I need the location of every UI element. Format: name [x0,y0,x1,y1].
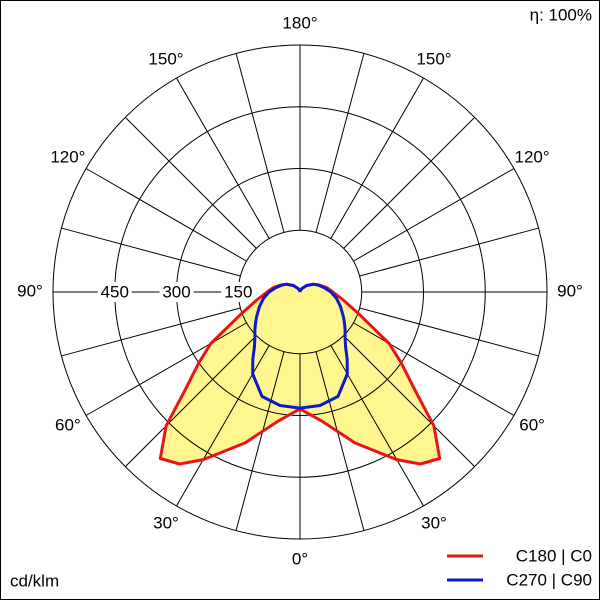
radial-line [359,307,539,357]
angle-label: 90° [17,281,43,300]
radial-line [235,53,285,233]
angle-label: 90° [557,281,583,300]
angle-label: 30° [153,514,179,533]
angle-label: 120° [515,147,550,166]
area-fill [160,284,300,464]
intensity-curve [251,282,302,410]
legend-label: C270 | C90 [506,570,592,589]
area-fill [300,284,440,464]
radial-line [176,77,270,239]
radial-line [315,351,365,531]
r-tick-label: 150 [224,282,252,301]
radial-line [359,227,539,277]
unit-label: cd/klm [10,571,59,590]
r-tick-label: 300 [162,282,190,301]
radial-line [235,351,285,531]
radial-line [61,307,241,357]
efficiency-label: η: 100% [530,5,592,24]
radial-line [315,53,365,233]
radial-line [353,322,515,416]
legend-label: C180 | C0 [516,546,592,565]
angle-label: 0° [292,549,308,568]
angle-label: 120° [50,147,85,166]
angle-label: 30° [421,514,447,533]
angle-label: 60° [55,415,81,434]
radial-line [61,227,241,277]
radial-line [343,335,476,468]
label-bg [159,282,194,302]
angle-label: 150° [416,49,451,68]
r-tick-label: 450 [101,282,129,301]
radial-line [85,322,247,416]
radial-line [85,168,247,262]
angle-label: 180° [282,13,317,32]
radial-line [353,168,515,262]
radial-line [124,116,257,249]
radial-line [124,335,257,468]
intensity-curve [298,282,349,410]
radial-line [330,77,424,239]
angle-label: 150° [148,49,183,68]
label-bg [221,282,256,302]
radial-line [343,116,476,249]
angle-label: 60° [519,415,545,434]
label-bg [97,282,132,302]
